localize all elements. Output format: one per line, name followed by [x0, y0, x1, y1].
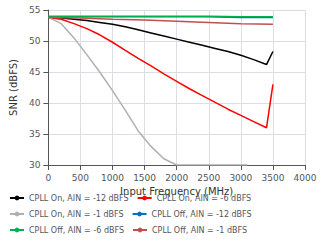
svg-text:CPLL On, AIN = -6 dBFS: CPLL On, AIN = -6 dBFS	[157, 194, 252, 203]
svg-text:2000: 2000	[165, 173, 188, 183]
svg-text:35: 35	[29, 129, 40, 139]
svg-text:3500: 3500	[261, 173, 284, 183]
svg-text:CPLL Off, AIN = -1 dBFS: CPLL Off, AIN = -1 dBFS	[152, 226, 247, 235]
svg-text:500: 500	[72, 173, 89, 183]
svg-text:CPLL Off, AIN = -12 dBFS: CPLL Off, AIN = -12 dBFS	[152, 210, 252, 219]
svg-text:2500: 2500	[197, 173, 220, 183]
svg-text:1500: 1500	[133, 173, 156, 183]
svg-text:1000: 1000	[101, 173, 124, 183]
svg-text:4000: 4000	[294, 173, 317, 183]
svg-text:Input Frequency (MHz): Input Frequency (MHz)	[120, 186, 234, 198]
svg-text:CPLL On, AIN = -1 dBFS: CPLL On, AIN = -1 dBFS	[29, 210, 124, 219]
svg-text:45: 45	[29, 67, 40, 77]
svg-text:CPLL On, AIN = -12 dBFS: CPLL On, AIN = -12 dBFS	[29, 194, 129, 203]
svg-text:55: 55	[29, 5, 40, 15]
svg-text:SNR (dBFS): SNR (dBFS)	[8, 59, 19, 116]
svg-text:30: 30	[29, 160, 41, 170]
svg-text:CPLL Off, AIN = -6 dBFS: CPLL Off, AIN = -6 dBFS	[29, 226, 124, 235]
svg-text:40: 40	[29, 98, 41, 108]
svg-text:3000: 3000	[229, 173, 252, 183]
svg-text:50: 50	[29, 36, 41, 46]
svg-text:0: 0	[45, 173, 51, 183]
